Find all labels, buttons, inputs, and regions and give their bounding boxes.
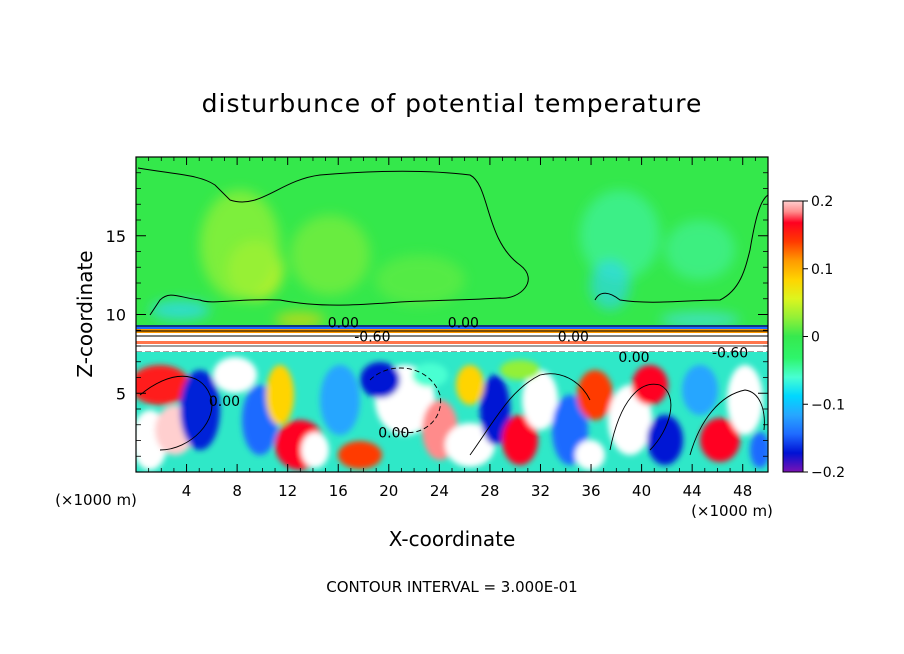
x-tick-label: 8 <box>232 482 242 500</box>
contour-label: 0.00 <box>378 426 409 442</box>
x-tick-label: 44 <box>683 482 702 500</box>
contour-label: 0.00 <box>328 315 359 331</box>
x-tick-label: 4 <box>182 482 192 500</box>
x-tick-label: 32 <box>531 482 550 500</box>
y-axis-label: Z-coordinate <box>73 250 97 377</box>
colorbar-tick-label: 0.2 <box>811 194 833 210</box>
colorbar-ticks: 0.2 0.1 0 −0.1 −0.2 <box>803 194 845 481</box>
x-tick-label: 24 <box>430 482 449 500</box>
x-tick-label: 12 <box>278 482 297 500</box>
x-tick-label: 20 <box>379 482 398 500</box>
x-tick-label: 16 <box>329 482 348 500</box>
contour-label: -0.60 <box>354 330 390 346</box>
chart-title: disturbunce of potential temperature <box>202 89 703 118</box>
heatmap-field <box>136 157 768 472</box>
colorbar <box>782 200 804 473</box>
contour-label: 0.00 <box>209 394 240 410</box>
x-tick-label: 40 <box>632 482 651 500</box>
colorbar-tick-label: −0.1 <box>811 397 845 413</box>
x-tick-label: 36 <box>581 482 600 500</box>
y-tick-label: 10 <box>106 306 126 325</box>
colorbar-tick-label: −0.2 <box>811 465 845 481</box>
x-unit-right: (×1000 m) <box>691 502 773 520</box>
contour-labels: 0.00 0.00-0.60 0.000.00 -0.600.000.00 <box>209 315 748 441</box>
contour-label: 0.00 <box>558 330 589 346</box>
contour-label: 0.00 <box>618 350 649 366</box>
x-tick-label: 48 <box>733 482 752 500</box>
colorbar-tick-label: 0 <box>811 330 820 346</box>
colorbar-tick-label: 0.1 <box>811 262 833 278</box>
y-tick-label: 5 <box>116 384 126 403</box>
x-axis: 4 8 12 16 20 24 28 32 36 40 44 48 <box>148 157 756 500</box>
contour-label: -0.60 <box>712 345 748 361</box>
x-tick-label: 28 <box>480 482 499 500</box>
contour-interval-note: CONTOUR INTERVAL = 3.000E-01 <box>326 578 577 596</box>
x-axis-label: X-coordinate <box>389 527 516 551</box>
y-axis: 5 10 15 <box>106 172 768 457</box>
y-tick-label: 15 <box>106 227 126 246</box>
x-unit-left: (×1000 m) <box>55 491 137 509</box>
contour-label: 0.00 <box>448 315 479 331</box>
